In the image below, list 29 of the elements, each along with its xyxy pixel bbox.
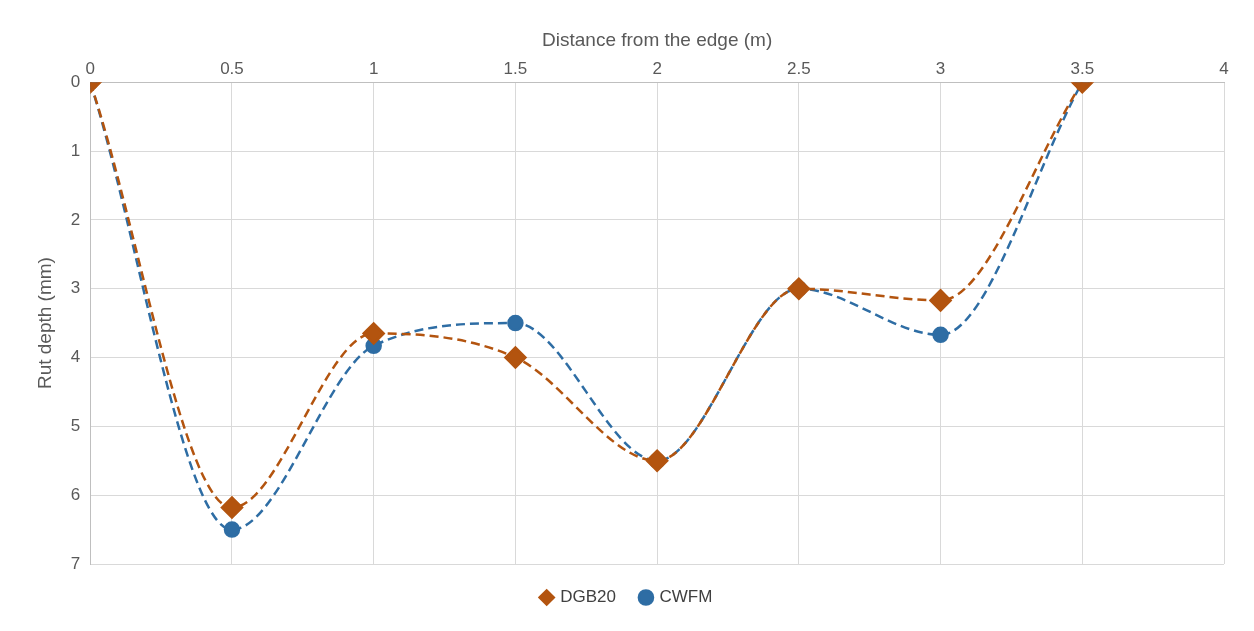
- point: [507, 314, 524, 332]
- legend-label: CWFM: [659, 587, 713, 607]
- x-tick-label: 4: [1219, 58, 1229, 78]
- y-tick-label: 3: [70, 278, 81, 298]
- y-tick-label: 2: [70, 209, 81, 229]
- point: [362, 322, 385, 345]
- legend-label: DGB20: [560, 587, 616, 607]
- x-tick-label: 2.5: [787, 58, 811, 78]
- y-tick-label: 7: [70, 553, 81, 573]
- point: [932, 326, 949, 344]
- y-tick-label: 5: [70, 416, 81, 436]
- point: [504, 346, 527, 369]
- y-tick-label: 0: [70, 71, 81, 91]
- x-tick-label: 3: [935, 58, 946, 78]
- x-tick-label: 1: [368, 58, 379, 78]
- x-tick-label: 2: [652, 58, 662, 78]
- x-axis-title: Distance from the edge (m): [542, 28, 773, 50]
- x-tick-label: 3.5: [1070, 58, 1095, 78]
- point: [645, 449, 669, 473]
- x-tick-label: 0.5: [220, 58, 244, 78]
- y-tick-label: 6: [70, 484, 81, 504]
- y-axis-title: Rut depth (mm): [33, 257, 55, 390]
- y-tick-label: 1: [70, 140, 81, 160]
- point: [220, 496, 244, 519]
- point: [929, 289, 952, 312]
- x-tick-label: 1.5: [503, 58, 528, 78]
- point: [223, 521, 241, 538]
- y-tick-label: 4: [70, 347, 81, 367]
- x-tick-label: 0: [85, 58, 95, 78]
